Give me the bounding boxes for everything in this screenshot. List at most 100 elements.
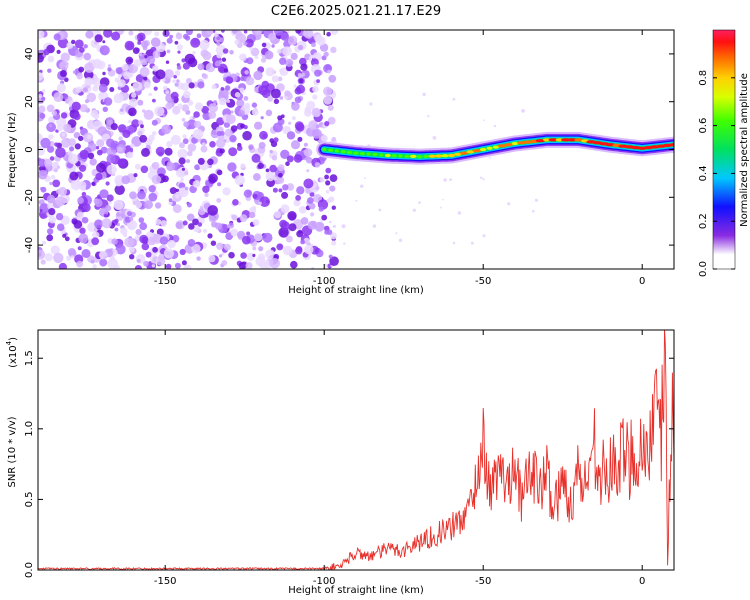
noise-blob	[60, 70, 67, 77]
noise-blob	[493, 124, 497, 128]
noise-blob	[139, 222, 148, 231]
noise-blob	[81, 249, 91, 258]
noise-blob	[38, 93, 43, 99]
noise-blob	[193, 111, 200, 118]
noise-blob	[294, 121, 304, 131]
noise-blob	[271, 44, 275, 48]
noise-blob	[273, 211, 282, 219]
noise-blob	[76, 260, 84, 268]
colorbar-tick-label: 0.2	[698, 213, 709, 229]
noise-blob	[115, 67, 123, 75]
noise-blob	[70, 255, 75, 259]
noise-blob	[143, 30, 148, 33]
noise-blob	[47, 55, 55, 63]
noise-blob	[295, 30, 302, 34]
noise-blob	[137, 130, 143, 137]
noise-blob	[177, 148, 188, 159]
noise-blob	[257, 162, 264, 169]
noise-blob	[159, 236, 169, 245]
noise-blob	[38, 30, 45, 40]
noise-blob	[268, 33, 276, 41]
noise-blob	[56, 49, 61, 55]
signal-hotspot	[567, 138, 578, 142]
noise-blob	[145, 251, 152, 258]
noise-blob	[42, 240, 46, 245]
noise-blob	[71, 39, 76, 45]
noise-blob	[77, 246, 82, 251]
noise-blob	[521, 109, 525, 113]
noise-blob	[314, 69, 322, 77]
noise-blob	[240, 163, 246, 169]
noise-blob	[240, 76, 245, 82]
noise-blob	[197, 222, 203, 227]
noise-blob	[267, 95, 274, 102]
noise-blob	[242, 130, 252, 141]
noise-blob	[138, 120, 144, 126]
noise-blob	[181, 58, 186, 63]
noise-blob	[186, 159, 190, 164]
noise-blob	[269, 138, 275, 144]
noise-blob	[276, 243, 284, 251]
noise-blob	[259, 196, 271, 207]
noise-blob	[118, 136, 123, 141]
noise-blob	[228, 147, 238, 157]
noise-blob	[136, 259, 141, 263]
noise-blob	[158, 253, 165, 261]
signal-hotspot	[434, 154, 443, 158]
noise-blob	[181, 104, 190, 112]
noise-blob	[221, 260, 228, 266]
noise-blob	[149, 254, 159, 264]
noise-blob	[207, 30, 214, 35]
noise-blob	[216, 242, 224, 250]
noise-blob	[323, 51, 329, 57]
noise-blob	[280, 32, 290, 41]
noise-blob	[316, 79, 320, 83]
noise-blob	[148, 92, 152, 97]
noise-blob	[293, 199, 301, 207]
noise-blob	[155, 146, 165, 156]
noise-blob	[187, 150, 193, 157]
spectrogram-axes: -150 -100 -50 0 -40 -20 0 20 40	[24, 30, 674, 287]
noise-blob	[58, 262, 67, 269]
noise-blob	[59, 60, 69, 71]
signal-hotspot	[384, 153, 391, 158]
noise-blob	[110, 123, 118, 131]
noise-blob	[148, 192, 158, 202]
noise-blob	[55, 147, 66, 158]
noise-blob	[332, 224, 336, 228]
signal-hotspot	[574, 138, 583, 142]
noise-blob	[79, 164, 87, 172]
noise-blob	[216, 130, 222, 137]
noise-blob	[129, 254, 135, 260]
noise-blob	[245, 76, 255, 86]
noise-blob	[261, 57, 267, 63]
noise-blob	[290, 260, 298, 269]
noise-blob	[311, 42, 316, 48]
noise-blob	[105, 181, 110, 186]
noise-blob	[192, 218, 199, 226]
noise-blob	[294, 87, 302, 95]
noise-blob	[128, 98, 138, 108]
signal-hotspot	[454, 152, 462, 156]
noise-blob	[133, 173, 138, 178]
noise-blob	[288, 121, 292, 125]
noise-blob	[295, 247, 303, 255]
noise-blob	[48, 134, 54, 140]
noise-blob	[269, 258, 281, 269]
noise-blob	[202, 185, 210, 193]
noise-blob	[72, 70, 76, 74]
noise-blob	[187, 239, 196, 247]
noise-blob	[140, 59, 147, 66]
noise-blob	[321, 214, 328, 221]
noise-blob	[318, 206, 324, 212]
noise-blob	[315, 124, 320, 129]
noise-blob	[129, 191, 137, 200]
noise-blob	[64, 236, 70, 242]
noise-blob	[328, 254, 333, 259]
noise-blob	[139, 234, 149, 244]
noise-blob	[427, 115, 430, 118]
noise-blob	[303, 178, 314, 189]
noise-blob	[50, 174, 56, 180]
noise-blob	[219, 37, 224, 43]
noise-blob	[253, 173, 261, 181]
